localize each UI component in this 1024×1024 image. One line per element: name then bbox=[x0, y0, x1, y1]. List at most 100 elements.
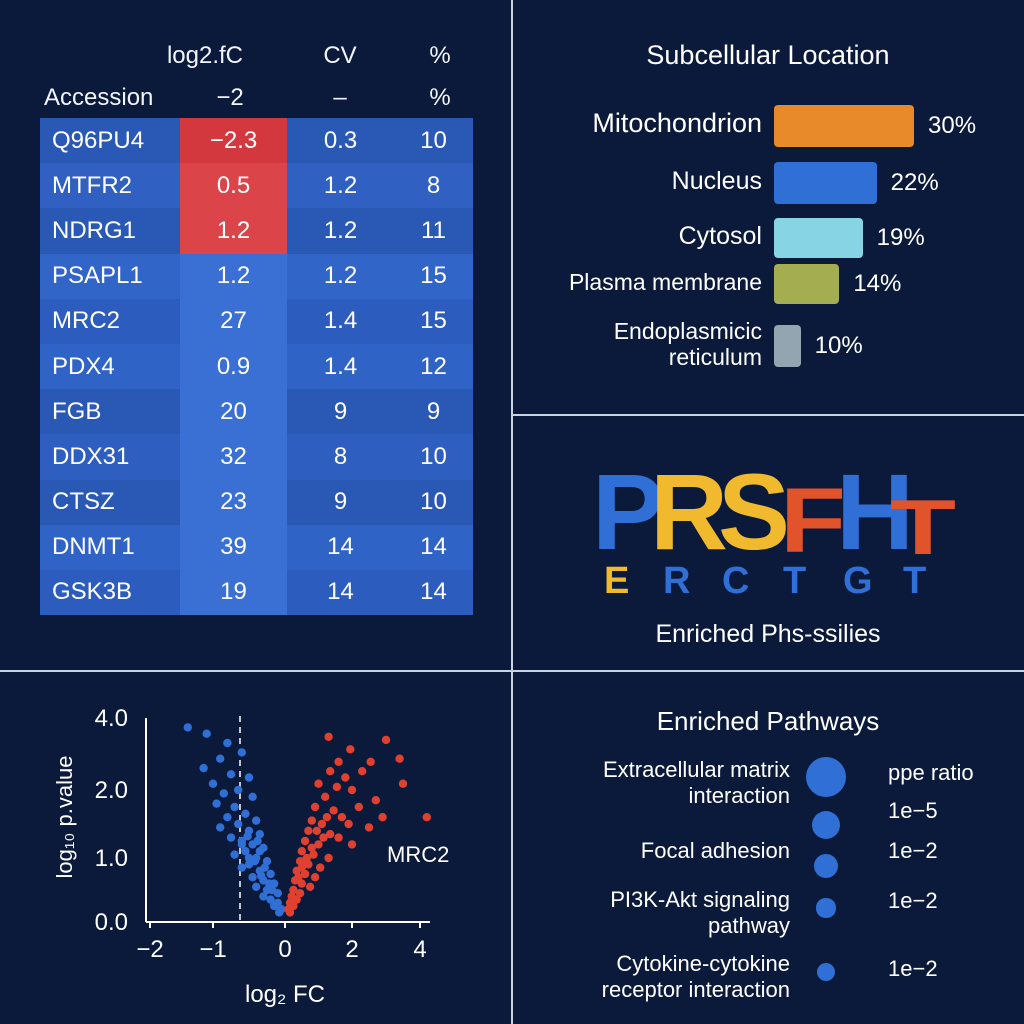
protein-table-panel: log2.fC CV % Accession −2 – % Q96PU4 −2.3… bbox=[0, 0, 512, 670]
header-log2fc-sub: −2 bbox=[216, 84, 244, 111]
point-down bbox=[244, 773, 254, 782]
point-down bbox=[266, 869, 275, 879]
point-up bbox=[312, 826, 321, 835]
point-up bbox=[326, 767, 335, 776]
x-tick-label: −2 bbox=[136, 936, 163, 963]
pathway-label-line: PI3K-Akt signaling bbox=[610, 887, 790, 912]
point-down bbox=[230, 850, 239, 859]
point-up bbox=[321, 792, 330, 801]
point-up bbox=[337, 813, 347, 822]
point-up bbox=[366, 757, 375, 766]
point-down bbox=[255, 847, 264, 856]
cell-accession: Q96PU4 bbox=[40, 118, 180, 164]
point-up bbox=[289, 885, 298, 895]
cell-accession: PSAPL1 bbox=[40, 253, 180, 299]
y-axis-label: log₁₀ p.value bbox=[52, 756, 77, 879]
pathway-label-line: interaction bbox=[688, 783, 790, 809]
location-bar bbox=[774, 264, 840, 304]
point-up bbox=[347, 785, 357, 795]
point-up bbox=[300, 836, 310, 846]
point-down bbox=[223, 813, 232, 822]
motif-letter-large: R bbox=[650, 451, 728, 572]
point-up bbox=[329, 806, 338, 815]
point-up bbox=[300, 869, 310, 879]
cell-accession: CTSZ bbox=[40, 479, 180, 525]
point-up bbox=[346, 745, 355, 754]
motif-letter-large: P bbox=[592, 451, 665, 572]
location-value: 22% bbox=[890, 169, 939, 196]
point-up bbox=[304, 826, 313, 835]
point-up bbox=[305, 882, 315, 891]
x-axis-label: log₂ FC bbox=[245, 981, 325, 1008]
location-title: Subcellular Location bbox=[646, 40, 890, 70]
pathway-label-line: pathway bbox=[708, 913, 790, 939]
pathway-value: 1e−2 bbox=[888, 888, 938, 913]
point-up bbox=[316, 863, 325, 872]
point-up bbox=[341, 773, 350, 782]
pathway-label: PI3K-Akt signaling pathway bbox=[610, 887, 790, 940]
table-row: PSAPL1 1.2 1.2 15 bbox=[40, 253, 473, 299]
enriched-pathways-panel: Enriched Pathways bbox=[512, 672, 1024, 1024]
cell-log2fc: 19 bbox=[180, 569, 287, 616]
cell-log2fc: 32 bbox=[180, 434, 287, 480]
point-down bbox=[255, 830, 264, 839]
pathway-label: Extracellular matrix interaction bbox=[603, 757, 790, 810]
cell-accession: DNMT1 bbox=[40, 524, 180, 570]
point-down bbox=[266, 895, 275, 904]
point-up bbox=[307, 816, 316, 825]
point-down bbox=[275, 908, 284, 917]
point-down bbox=[230, 802, 239, 812]
location-label: Endoplasmicic reticulum bbox=[613, 318, 762, 371]
table-row: MRC2 27 1.4 15 bbox=[40, 298, 473, 344]
point-up bbox=[302, 853, 311, 863]
point-down bbox=[202, 729, 211, 738]
motif-letter-large: H bbox=[836, 451, 914, 572]
cell-accession: DDX31 bbox=[40, 434, 180, 480]
y-tick-label: 0.0 bbox=[95, 909, 128, 936]
point-down bbox=[216, 754, 225, 763]
point-down bbox=[199, 763, 208, 773]
cell-log2fc: 1.2 bbox=[180, 253, 287, 299]
point-up bbox=[317, 819, 327, 829]
point-down bbox=[265, 879, 274, 888]
motif-letter-small: T bbox=[903, 560, 927, 602]
cell-accession: NDRG1 bbox=[40, 208, 180, 254]
point-up bbox=[292, 895, 301, 904]
point-up bbox=[297, 847, 306, 856]
point-down bbox=[248, 873, 257, 882]
table-row: MTFR2 0.5 1.2 8 bbox=[40, 163, 473, 209]
cell-accession: PDX4 bbox=[40, 343, 180, 390]
table-row: GSK3B 19 14 14 bbox=[40, 569, 473, 616]
divider-horizontal-left bbox=[0, 670, 1024, 672]
point-up bbox=[398, 779, 408, 788]
x-tick-label: 4 bbox=[413, 936, 426, 963]
cell-cv: 1.2 bbox=[287, 253, 394, 299]
pathway-label-line: Cytokine-cytokine bbox=[616, 951, 790, 976]
cell-cv: 8 bbox=[287, 434, 394, 480]
pathway-value: 1e−2 bbox=[888, 838, 938, 863]
cell-cv: 14 bbox=[287, 569, 394, 616]
table-row: DDX31 32 8 10 bbox=[40, 434, 473, 480]
cell-cv: 0.3 bbox=[287, 118, 394, 164]
point-up bbox=[324, 732, 333, 741]
point-down bbox=[237, 863, 246, 872]
location-value: 14% bbox=[853, 270, 902, 297]
point-up bbox=[326, 830, 335, 839]
location-bar bbox=[774, 105, 914, 147]
y-tick-label: 2.0 bbox=[95, 777, 128, 804]
table-row: Q96PU4 −2.3 0.3 10 bbox=[40, 118, 473, 164]
cell-cv: 14 bbox=[287, 524, 394, 570]
location-bar bbox=[774, 218, 863, 258]
pathway-bubble bbox=[814, 854, 838, 878]
cell-pct: 11 bbox=[394, 208, 473, 254]
cell-pct: 14 bbox=[394, 524, 473, 570]
point-up bbox=[347, 840, 357, 849]
pathway-legend-label: ppe ratio bbox=[888, 760, 974, 785]
point-down bbox=[262, 857, 272, 866]
location-label: Mitochondrion bbox=[592, 108, 762, 139]
cell-pct: 14 bbox=[394, 569, 473, 616]
x-tick-label: −1 bbox=[199, 936, 226, 963]
location-value: 30% bbox=[928, 112, 977, 139]
point-up bbox=[332, 782, 342, 792]
point-up bbox=[309, 850, 318, 859]
